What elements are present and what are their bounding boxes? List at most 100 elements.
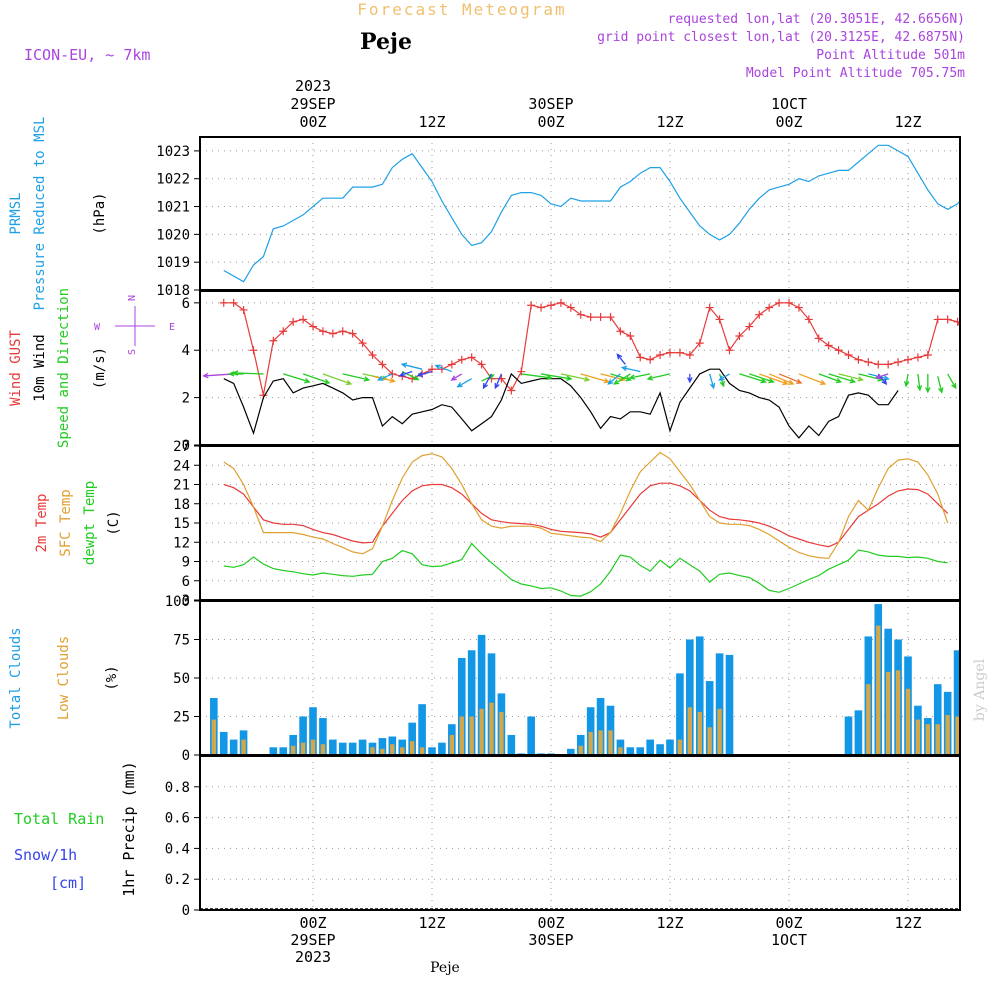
bar-low-clouds: [320, 744, 326, 755]
bar-low-clouds: [717, 708, 722, 755]
bar-low-clouds: [380, 748, 385, 755]
header-location: Peje: [360, 29, 412, 55]
y-tick-label: 6: [182, 296, 190, 312]
bar-low-clouds: [588, 731, 593, 755]
wind-arrow: [616, 353, 626, 365]
panel-precip: 0 0.2 0.4 0.6 0.8: [165, 755, 961, 919]
bar-total-clouds: [844, 716, 853, 755]
top-axis-label: 1OCT: [771, 95, 807, 113]
bar-total-clouds: [666, 739, 674, 755]
gust-marker: [656, 350, 665, 359]
bar-low-clouds: [618, 747, 623, 755]
bar-total-clouds: [319, 718, 327, 755]
plot-area-wind: [202, 298, 960, 439]
wind-arrow: [768, 373, 795, 385]
panel-frame: [199, 755, 961, 911]
gust-marker: [765, 303, 774, 312]
header-requested: requested lon,lat (20.3051E, 42.6656N): [668, 12, 965, 27]
wind-arrow: [877, 373, 888, 386]
gust-marker: [477, 360, 486, 369]
wind-arrow: [628, 373, 651, 380]
y-tick-label: 0.4: [165, 841, 190, 857]
panel-label: Pressure Reduced to MSL: [32, 117, 48, 311]
y-tick-label: 0.6: [165, 811, 190, 827]
series-line-sfc-temp: [223, 451, 949, 559]
bar-total-clouds: [428, 747, 436, 755]
gust-marker: [834, 346, 843, 355]
wind-arrow: [202, 372, 234, 379]
wind-arrow: [434, 364, 453, 373]
top-axis-label: 30SEP: [528, 95, 573, 113]
bar-total-clouds: [358, 739, 367, 755]
gust-marker: [547, 301, 555, 310]
bottom-axis-label: 12Z: [418, 914, 445, 932]
top-axis-year: 2023: [295, 77, 331, 95]
gust-marker: [794, 303, 803, 312]
y-tick-label: 12: [173, 535, 190, 551]
wind-arrow: [231, 370, 264, 376]
wind-arrow: [818, 373, 843, 384]
panel-label: Wind GUST: [8, 330, 24, 406]
y-tick-label: 1018: [156, 283, 190, 299]
gust-marker: [447, 360, 456, 369]
wind-arrow: [610, 373, 632, 382]
wind-arrow: [739, 373, 767, 384]
bar-low-clouds: [876, 625, 881, 755]
y-tick-label: 18: [173, 497, 190, 513]
top-axis-label: 00Z: [537, 113, 564, 131]
y-tick-label: 15: [173, 516, 190, 532]
gust-marker: [457, 355, 466, 364]
gust-marker: [913, 353, 922, 362]
bar-total-clouds: [933, 684, 942, 755]
y-tick-label: 0.8: [165, 780, 190, 796]
y-tick-label: 3: [182, 593, 190, 609]
gust-marker: [923, 350, 932, 359]
bottom-axis-label: 00Z: [537, 914, 564, 932]
gust-marker: [527, 301, 536, 310]
gust-marker: [596, 313, 605, 322]
panel-label: PRMSL: [8, 192, 24, 234]
bar-low-clouds: [310, 739, 316, 755]
compass-south: S: [127, 349, 138, 355]
wind-arrow: [450, 373, 463, 381]
top-axis-label: 12Z: [894, 113, 921, 131]
bar-total-clouds: [854, 710, 863, 755]
wind-arrow: [607, 373, 621, 385]
compass-rose: N S W E: [94, 295, 175, 355]
wind-arrow: [874, 373, 889, 380]
bar-total-clouds: [586, 707, 595, 755]
gust-marker: [289, 317, 298, 326]
series-line-2m-temp: [223, 482, 949, 548]
top-axis-label: 29SEP: [290, 95, 335, 113]
top-axis-label: 00Z: [299, 113, 326, 131]
y-tick-label: 0.2: [165, 872, 190, 888]
wind-arrow: [646, 373, 671, 381]
y-tick-label: 9: [182, 555, 190, 571]
bar-low-clouds: [390, 744, 395, 755]
bar-low-clouds: [300, 742, 306, 755]
panel-label: dewpt Temp: [82, 481, 98, 565]
panel-clouds: 0 25 50 75 100 Total Clouds Low Clouds (%): [8, 594, 961, 764]
gust-marker: [507, 386, 516, 395]
gust-marker: [566, 303, 575, 312]
gust-marker: [874, 360, 883, 369]
gust-marker: [239, 305, 248, 314]
gust-marker: [884, 360, 893, 369]
series-line-prmsl: [223, 144, 960, 283]
gust-marker: [537, 303, 546, 312]
bar-total-clouds: [596, 698, 605, 755]
gust-marker: [467, 353, 476, 362]
gust-marker: [735, 332, 744, 341]
gust-marker: [279, 327, 288, 336]
panel-label: 2m Temp: [34, 493, 50, 552]
panel-label: 10m Wind: [32, 334, 48, 401]
panel-label: Low Clouds: [56, 636, 72, 720]
bar-total-clouds: [527, 716, 535, 755]
bar-low-clouds: [885, 671, 891, 755]
y-tick-label: 24: [173, 458, 190, 474]
bar-total-clouds: [289, 734, 297, 755]
gust-marker: [814, 334, 823, 343]
bar-total-clouds: [656, 744, 664, 755]
bar-total-clouds: [378, 738, 387, 755]
bar-total-clouds: [576, 734, 585, 755]
